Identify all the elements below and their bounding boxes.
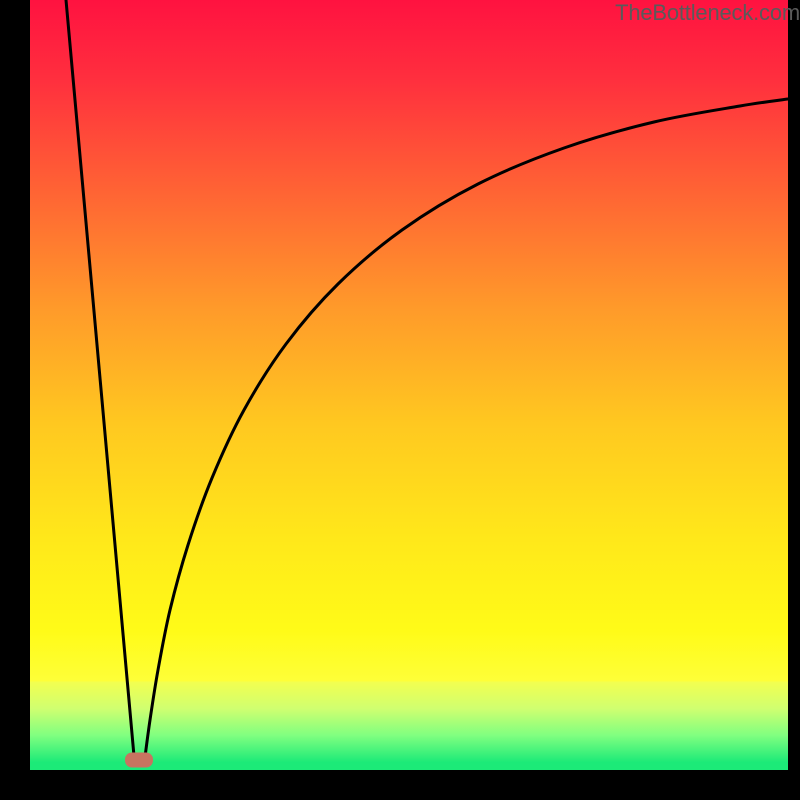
curve-layer bbox=[30, 0, 788, 770]
right-curve bbox=[145, 99, 788, 757]
left-curve bbox=[66, 0, 134, 756]
plot-area bbox=[30, 0, 788, 770]
watermark-label: TheBottleneck.com bbox=[615, 0, 800, 24]
trough-marker bbox=[125, 753, 153, 768]
chart-frame: TheBottleneck.com bbox=[0, 0, 800, 800]
